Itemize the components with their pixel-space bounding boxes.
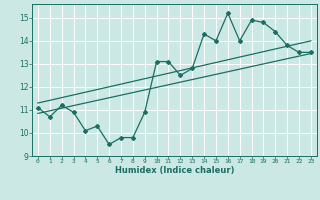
X-axis label: Humidex (Indice chaleur): Humidex (Indice chaleur) (115, 166, 234, 175)
